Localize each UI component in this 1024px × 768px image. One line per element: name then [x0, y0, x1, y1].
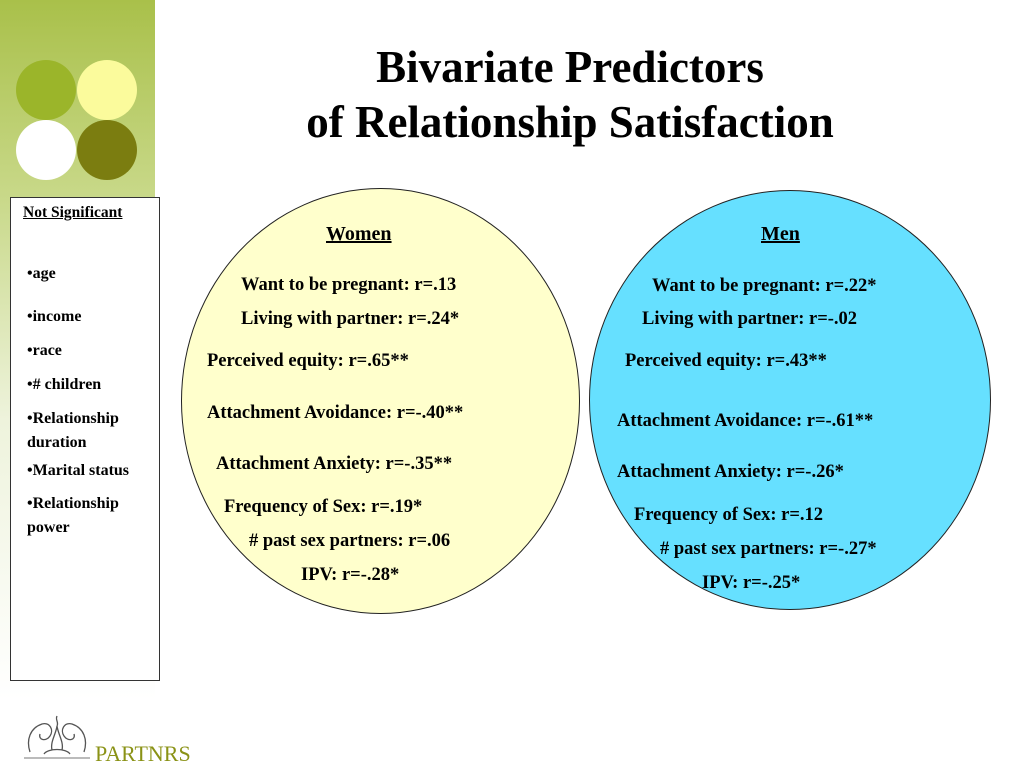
- men-heading: Men: [761, 223, 800, 245]
- slide-title: Bivariate Predictors of Relationship Sat…: [220, 40, 920, 150]
- not-significant-header: Not Significant: [23, 204, 123, 221]
- men-stat-want-pregnant: Want to be pregnant: r=.22*: [652, 276, 877, 296]
- men-stat-past-sex-partners: # past sex partners: r=-.27*: [660, 539, 877, 559]
- not-significant-item-relationship-power: •Relationship power: [27, 495, 119, 536]
- decor-circle-green: [16, 60, 76, 120]
- men-stat-ipv: IPV: r=-.25*: [702, 573, 801, 593]
- women-circle: [181, 188, 580, 614]
- not-significant-item-marital-status: •Marital status: [27, 462, 130, 479]
- women-stat-past-sex-partners: # past sex partners: r=.06: [249, 531, 451, 551]
- women-heading: Women: [326, 223, 392, 245]
- women-stat-attachment-avoidance: Attachment Avoidance: r=-.40**: [207, 403, 464, 423]
- partnrs-logo-text: PARTNRS: [95, 741, 191, 766]
- title-line-1: Bivariate Predictors: [376, 42, 764, 92]
- men-stat-living-with-partner: Living with partner: r=-.02: [642, 309, 858, 329]
- partnrs-logo-icon: [24, 715, 90, 759]
- not-significant-item-relationship-duration: •Relationship duration: [27, 410, 119, 451]
- not-significant-panel: Not Significant •age •income •race •# ch…: [10, 197, 160, 681]
- not-significant-item-race: •race: [27, 342, 62, 359]
- women-stat-frequency-of-sex: Frequency of Sex: r=.19*: [224, 497, 423, 517]
- men-stat-perceived-equity: Perceived equity: r=.43**: [625, 351, 827, 371]
- not-significant-item-children: •# children: [27, 376, 102, 393]
- title-line-2: of Relationship Satisfaction: [306, 97, 834, 147]
- men-stat-frequency-of-sex: Frequency of Sex: r=.12: [634, 505, 824, 525]
- decor-circle-olive: [77, 120, 137, 180]
- men-stat-attachment-avoidance: Attachment Avoidance: r=-.61**: [617, 411, 874, 431]
- not-significant-item-age: •age: [27, 265, 56, 282]
- women-stat-living-with-partner: Living with partner: r=.24*: [241, 309, 460, 329]
- women-stat-attachment-anxiety: Attachment Anxiety: r=-.35**: [216, 454, 453, 474]
- not-significant-item-income: •income: [27, 308, 82, 325]
- decor-circle-yellow: [77, 60, 137, 120]
- men-stat-attachment-anxiety: Attachment Anxiety: r=-.26*: [617, 462, 844, 482]
- decor-circle-white: [16, 120, 76, 180]
- women-stat-ipv: IPV: r=-.28*: [301, 565, 400, 585]
- men-circle: [589, 190, 991, 610]
- women-stat-perceived-equity: Perceived equity: r=.65**: [207, 351, 409, 371]
- women-stat-want-pregnant: Want to be pregnant: r=.13: [241, 275, 457, 295]
